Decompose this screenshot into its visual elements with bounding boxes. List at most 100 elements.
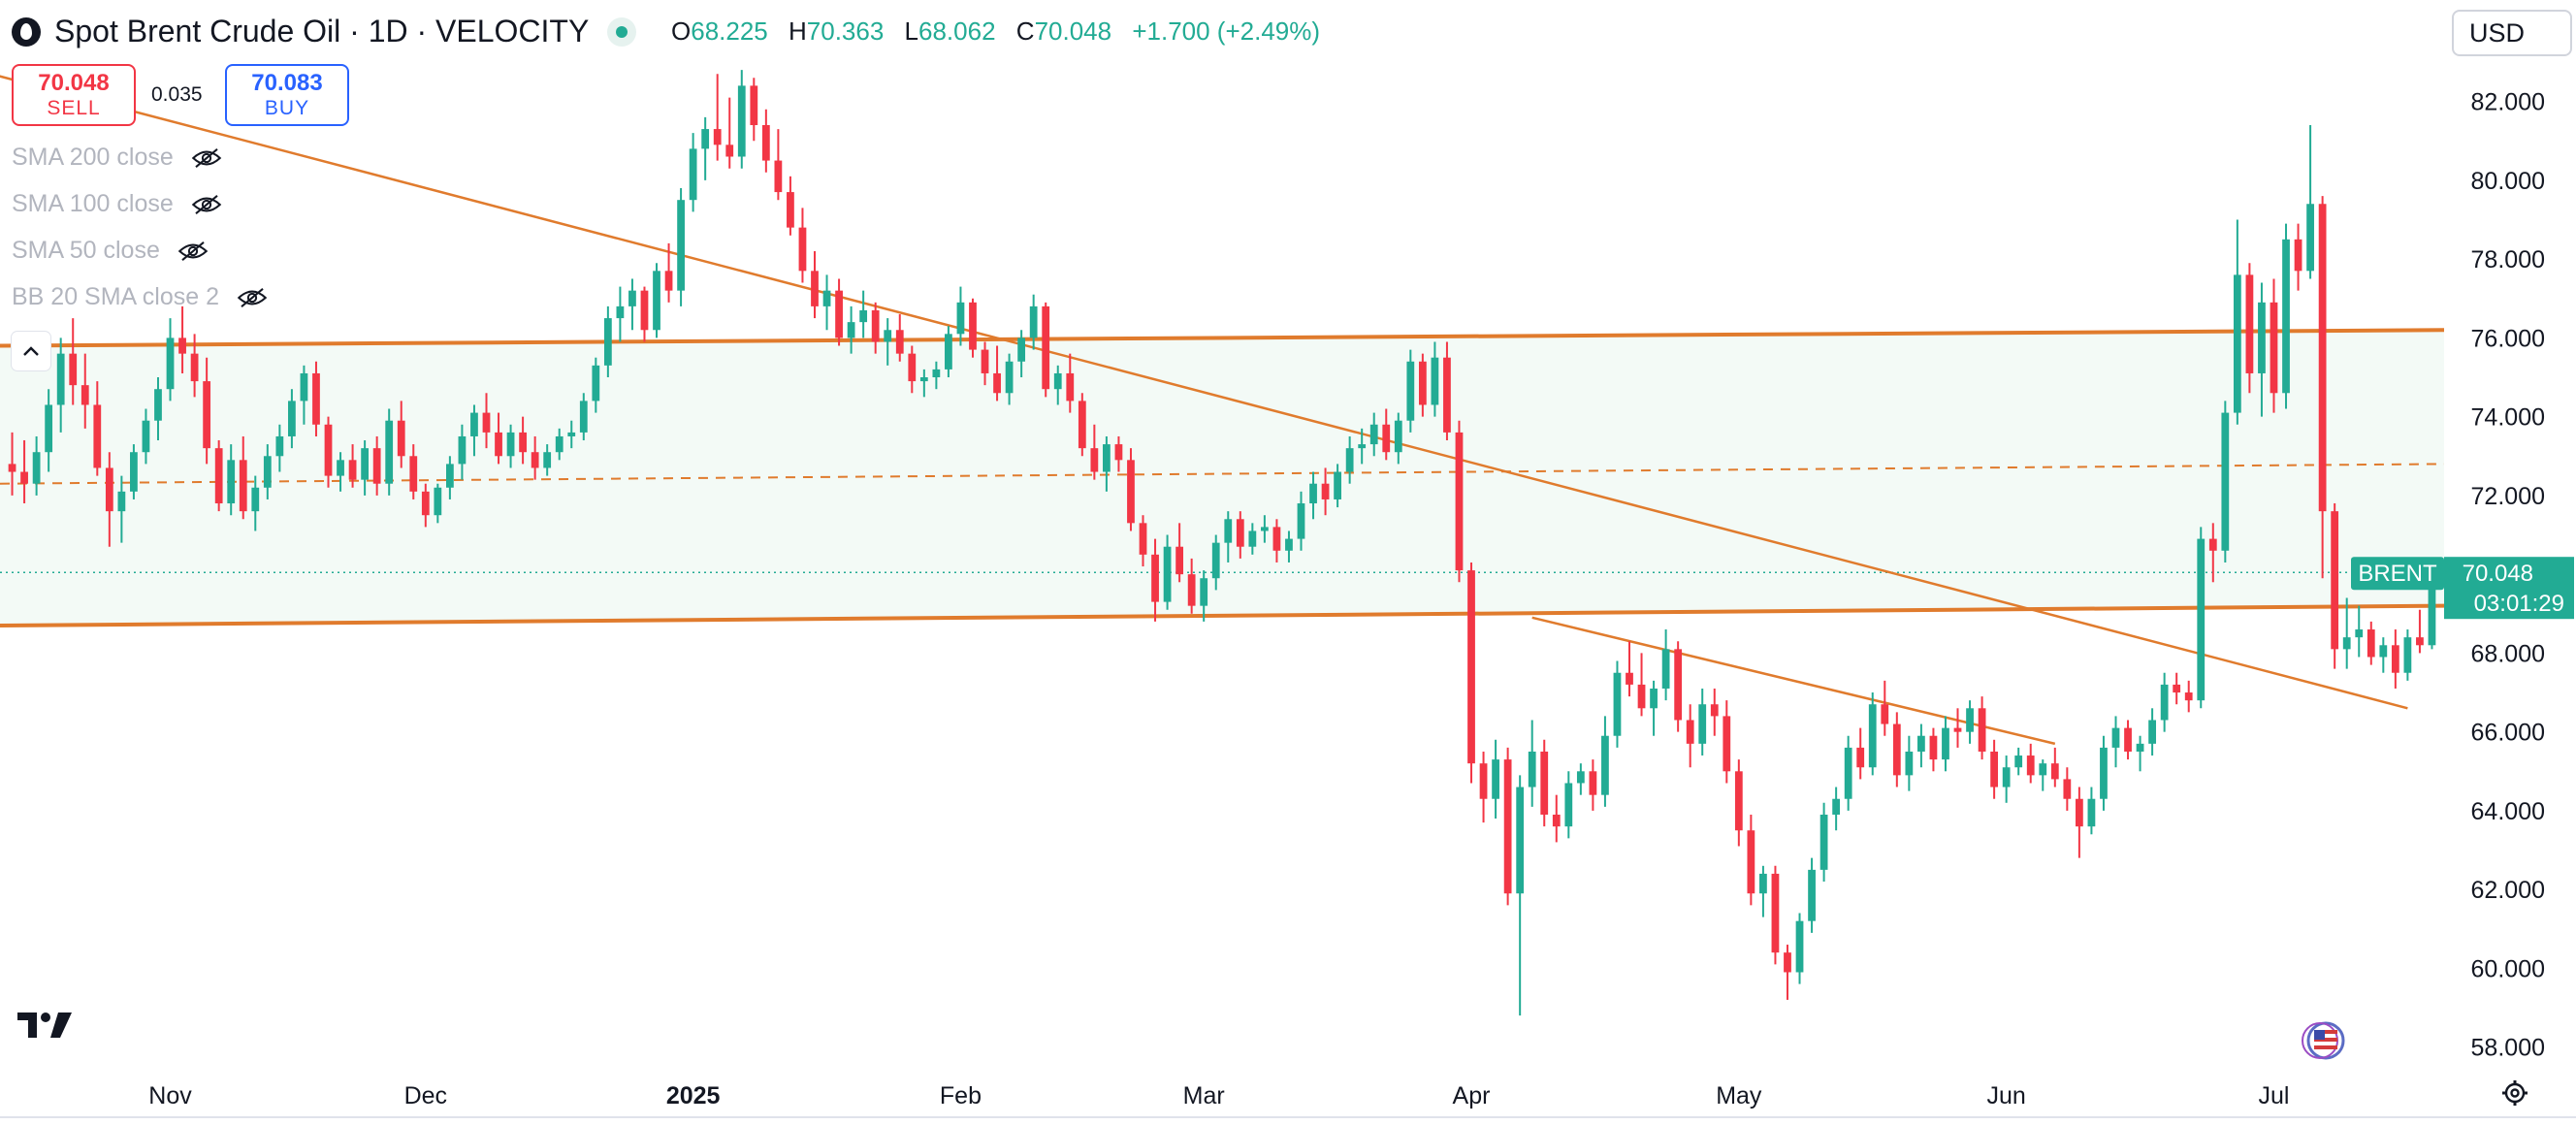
candle bbox=[908, 345, 917, 394]
candle bbox=[434, 483, 442, 524]
indicator-sma50[interactable]: SMA 50 close bbox=[12, 237, 209, 265]
candle bbox=[2197, 527, 2206, 709]
candle bbox=[312, 361, 320, 436]
candle-body bbox=[555, 435, 564, 453]
candle-body bbox=[1503, 759, 1512, 894]
currency-selector[interactable]: USD bbox=[2452, 10, 2572, 56]
candle-body bbox=[1686, 720, 1694, 744]
hidden-eye-icon[interactable] bbox=[177, 241, 209, 262]
tradingview-logo-icon[interactable] bbox=[16, 1009, 76, 1042]
candle bbox=[227, 444, 236, 516]
candle-body bbox=[1431, 357, 1439, 405]
candle bbox=[1613, 660, 1622, 748]
candle-body bbox=[8, 464, 16, 472]
indicator-sma100[interactable]: SMA 100 close bbox=[12, 190, 222, 218]
candle bbox=[1784, 945, 1791, 1000]
us-flag-icon[interactable] bbox=[2301, 1020, 2349, 1061]
candle bbox=[288, 389, 296, 449]
candle-body bbox=[884, 330, 892, 342]
candle bbox=[130, 444, 138, 499]
candle-body bbox=[1369, 424, 1378, 445]
indicator-bb20[interactable]: BB 20 SMA close 2 bbox=[12, 283, 268, 311]
hidden-eye-icon[interactable] bbox=[237, 287, 268, 308]
candle-body bbox=[1492, 759, 1499, 799]
candle-body bbox=[1224, 519, 1233, 543]
candle bbox=[555, 428, 564, 461]
candle-body bbox=[2379, 645, 2388, 658]
candle bbox=[1528, 720, 1536, 807]
candle-body bbox=[1710, 704, 1719, 717]
candle-body bbox=[1674, 649, 1683, 721]
candle bbox=[2160, 672, 2169, 732]
candle-body bbox=[2331, 511, 2339, 650]
candle bbox=[1540, 739, 1549, 827]
candle-body bbox=[1260, 527, 1269, 531]
candle-body bbox=[969, 302, 977, 350]
gear-icon[interactable] bbox=[2500, 1078, 2529, 1108]
candle bbox=[142, 408, 150, 465]
candle-body bbox=[2258, 302, 2266, 373]
collapse-legend-button[interactable] bbox=[12, 332, 50, 370]
candle bbox=[1492, 739, 1499, 820]
candle bbox=[616, 286, 625, 342]
price-tag-value: 70.048 bbox=[2463, 561, 2533, 587]
candle-body bbox=[166, 338, 175, 390]
candle-body bbox=[434, 487, 442, 516]
candle bbox=[822, 274, 831, 331]
candle-body bbox=[725, 145, 734, 157]
candle-body bbox=[203, 381, 211, 449]
candle bbox=[592, 357, 600, 413]
candle bbox=[543, 444, 552, 476]
sell-label: SELL bbox=[47, 97, 101, 119]
candle-body bbox=[2173, 684, 2181, 693]
candle bbox=[2148, 708, 2156, 756]
candle bbox=[884, 318, 892, 366]
candle bbox=[1005, 353, 1014, 405]
buy-price: 70.083 bbox=[251, 70, 323, 96]
candle bbox=[1819, 802, 1828, 883]
candle bbox=[871, 302, 880, 354]
candle bbox=[1029, 294, 1038, 350]
symbol-tag-label: BRENT bbox=[2358, 561, 2437, 587]
symbol-title[interactable]: Spot Brent Crude Oil · 1D · VELOCITY bbox=[54, 14, 590, 48]
sell-button[interactable]: 70.048 SELL bbox=[12, 64, 136, 126]
candle-body bbox=[1552, 814, 1561, 827]
candle-body bbox=[1382, 424, 1391, 453]
x-tick-label: Apr bbox=[1453, 1082, 1491, 1109]
y-tick-label: 80.000 bbox=[2471, 168, 2545, 195]
candle-body bbox=[93, 404, 102, 468]
indicator-sma200[interactable]: SMA 200 close bbox=[12, 144, 222, 172]
hidden-eye-icon[interactable] bbox=[191, 194, 222, 215]
hidden-eye-icon[interactable] bbox=[191, 147, 222, 169]
candle-body bbox=[1868, 704, 1877, 768]
candle bbox=[603, 305, 612, 378]
candle bbox=[105, 452, 113, 547]
channel-upper-line bbox=[0, 328, 2445, 348]
candle-body bbox=[2245, 274, 2254, 373]
candle-body bbox=[616, 305, 625, 319]
candle-body bbox=[2270, 302, 2278, 394]
candle bbox=[409, 444, 418, 499]
candle-body bbox=[458, 435, 467, 465]
candle-body bbox=[130, 452, 138, 492]
candle bbox=[32, 435, 41, 496]
candle-body bbox=[531, 452, 539, 468]
candle-body bbox=[2208, 538, 2217, 551]
market-status-icon[interactable] bbox=[607, 17, 636, 47]
candle bbox=[1382, 408, 1391, 461]
candle-body bbox=[2391, 645, 2399, 673]
candle bbox=[2270, 278, 2278, 413]
candle-body bbox=[1285, 538, 1293, 551]
candle-body bbox=[1151, 554, 1159, 602]
candle-body bbox=[1078, 401, 1086, 449]
buy-button[interactable]: 70.083 BUY bbox=[225, 64, 349, 126]
candle-body bbox=[2100, 747, 2108, 799]
candle-body bbox=[628, 290, 636, 306]
candle-body bbox=[1917, 735, 1925, 752]
candle-body bbox=[2342, 637, 2351, 650]
candle-body bbox=[2306, 204, 2314, 272]
candle bbox=[2355, 605, 2364, 658]
chevron-up-icon bbox=[23, 346, 39, 356]
candle-body bbox=[1455, 432, 1464, 571]
